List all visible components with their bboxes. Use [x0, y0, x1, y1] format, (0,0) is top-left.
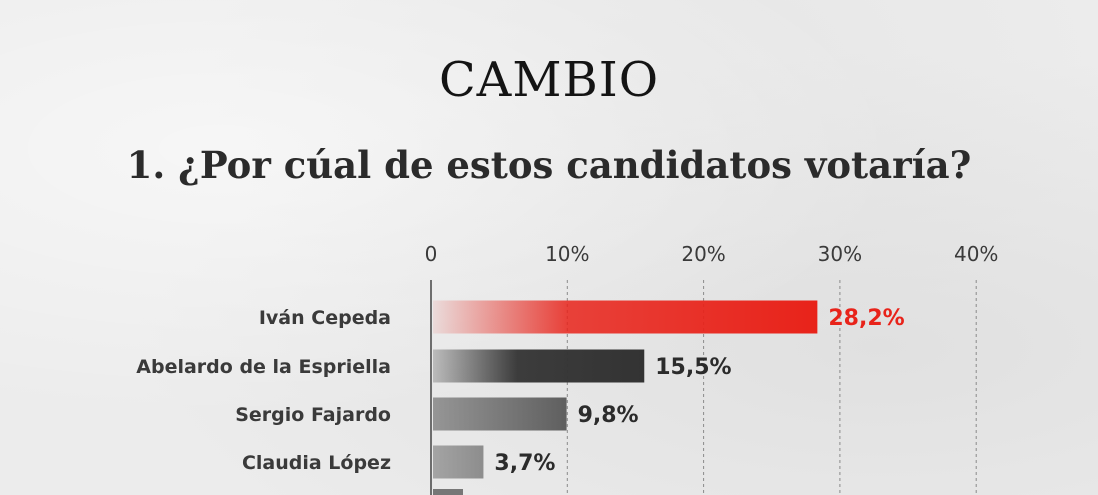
x-tick-label: 40% [954, 242, 998, 266]
category-label: Claudia López [242, 452, 391, 474]
category-label: Abelardo de la Espriella [136, 356, 391, 378]
value-label: 15,5% [655, 355, 731, 380]
x-tick-label: 30% [818, 242, 862, 266]
bar [433, 445, 484, 479]
bar [433, 397, 567, 431]
x-tick-label: 0 [425, 242, 438, 266]
value-label: 3,7% [494, 451, 555, 476]
bar [433, 349, 645, 383]
value-label: 9,8% [578, 403, 639, 428]
bar-partial-cut-off [433, 489, 463, 495]
x-tick-label: 10% [545, 242, 589, 266]
value-label: 28,2% [828, 306, 904, 331]
category-label: Sergio Fajardo [235, 404, 391, 426]
bar [433, 300, 818, 334]
chart-title: 1. ¿Por cúal de estos candidatos votaría… [126, 143, 972, 187]
category-label: Iván Cepeda [259, 307, 391, 329]
cambio-logo: CAMBIO [438, 52, 660, 108]
x-tick-label: 20% [681, 242, 725, 266]
